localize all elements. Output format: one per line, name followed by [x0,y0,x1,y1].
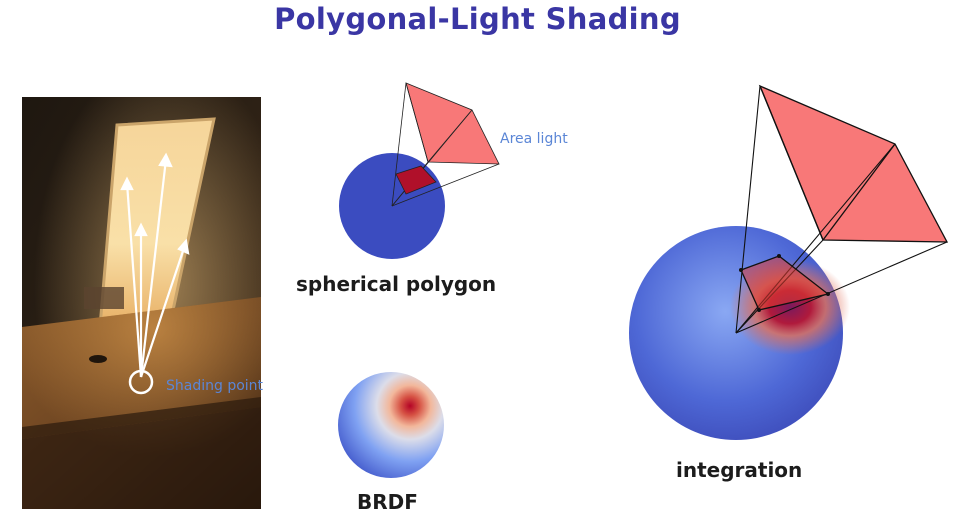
table-bottom [22,407,261,509]
brdf-label: BRDF [357,490,418,514]
shading-point-marker [128,369,154,395]
spherical-polygon [395,165,437,195]
integration-label: integration [676,458,803,482]
page-title: Polygonal-Light Shading [274,2,681,36]
spherical-polygon-diagram [339,82,500,259]
area-light-label: Area light [500,131,568,147]
light-rays [120,152,190,378]
brdf-sphere [338,372,444,478]
integration-area-light [758,84,949,243]
table-object [89,355,107,363]
integration-diagram [629,84,949,440]
spherical-polygon-label: spherical polygon [296,272,497,296]
shading-point-label: Shading point [166,378,264,394]
brdf-diagram [338,372,444,478]
small-box [84,287,124,309]
table-edge [22,397,261,439]
scene-photo [22,97,261,509]
light-panel [100,119,214,327]
area-light-polygon [405,82,500,165]
